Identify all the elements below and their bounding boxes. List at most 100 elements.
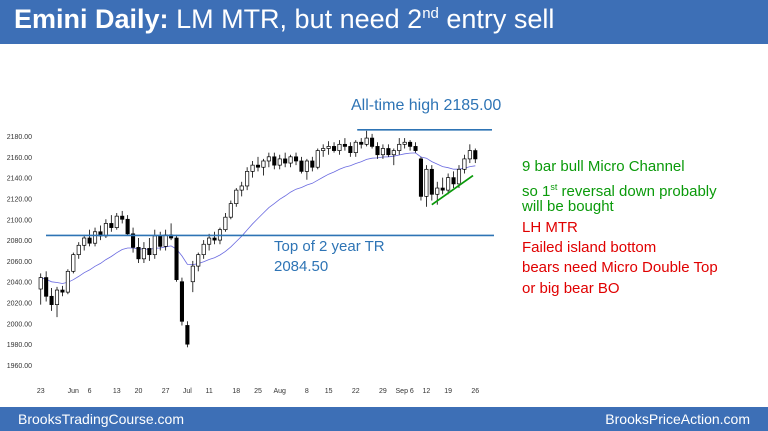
x-tick-label: 6 [88,388,92,395]
bear-candle [408,141,413,147]
bear-candle [429,168,434,195]
bear-candle [283,158,288,164]
bear-candle [120,215,125,220]
bear-candle [342,143,347,147]
footer-left-link[interactable]: BrooksTradingCourse.com [18,411,184,427]
y-tick-label: 1960.00 [7,363,32,370]
note-bought: will be bought [522,198,614,215]
bull-candle [228,203,233,218]
x-tick-label: 20 [135,388,143,395]
bull-candle [114,215,119,228]
bull-candle [380,148,385,156]
x-tick-label: 11 [205,388,212,395]
y-tick-label: 2100.00 [7,217,32,224]
bear-candle [147,248,152,256]
page-title: Emini Daily: LM MTR, but need 2nd entry … [14,4,554,35]
x-tick-label: 22 [352,388,360,395]
note-failed-island: Failed island bottom [522,239,657,256]
bull-candle [266,156,271,162]
bear-candle [185,325,190,345]
bull-candle [467,150,472,160]
bull-candle [435,187,440,195]
x-tick-label: Aug [273,388,286,395]
x-tick-label: 18 [232,388,240,395]
footer-bar: BrooksTradingCourse.com BrooksPriceActio… [0,407,768,431]
bull-candle [397,143,402,151]
bull-candle [337,143,342,151]
bull-candle [364,137,369,145]
bull-candle [71,254,76,272]
x-tick-label: 26 [471,388,479,395]
bull-candle [141,248,146,260]
x-tick-label: 12 [422,388,430,395]
note-reversal-sup: st [550,182,558,192]
x-tick-label: 25 [254,388,262,395]
bull-candle [456,168,462,185]
bull-candle [207,237,212,245]
y-tick-label: 2180.00 [7,134,32,141]
bull-candle [304,160,309,172]
bull-candle [38,277,43,290]
bull-candle [261,160,266,168]
title-end: entry sell [446,4,555,34]
bull-candle [326,146,331,149]
bull-candle [391,150,396,156]
bull-candle [353,141,358,154]
bear-candle [131,233,136,248]
x-tick-label: 13 [113,388,121,395]
ema-line [40,152,476,284]
bull-candle [196,254,201,267]
x-tick-label: Jun [68,388,79,395]
bear-candle [212,237,217,241]
bear-candle [332,146,337,151]
bear-candle [310,160,315,168]
title-bar: Emini Daily: LM MTR, but need 2nd entry … [0,0,768,44]
title-main: LM MTR, but need 2 [176,4,423,34]
bear-candle [125,218,130,235]
bear-candle [299,160,304,172]
bull-candle [245,171,250,187]
price-chart: 1960.00 1980.00 2000.00 2020.00 2040.00 2060.… [7,128,494,395]
bull-candle [152,235,157,256]
bull-candle [462,158,467,170]
note-reversal: so 1st reversal down probably [522,177,717,202]
bear-candle [255,164,261,168]
bear-candle [413,146,418,151]
bear-candle [293,156,299,162]
y-tick-label: 2140.00 [7,176,32,183]
note-micro-channel: 9 bar bull Micro Channel [522,158,685,175]
x-tick-label: 27 [162,388,170,395]
bear-candle [179,281,184,322]
note-reversal-b: reversal down probably [557,183,717,200]
bear-candle [136,247,141,260]
bull-candle [54,289,60,305]
y-tick-label: 2080.00 [7,238,32,245]
footer-right-link[interactable]: BrooksPriceAction.com [605,411,750,427]
bear-candle [418,158,423,197]
bull-candle [321,148,326,151]
x-tick-label: Jul [183,388,192,395]
bull-candle [446,177,451,191]
bull-candle [163,234,168,247]
micro-channel-trendline [431,174,474,206]
bull-candle [201,243,206,256]
all-time-high-label: All-time high 2185.00 [351,97,502,114]
y-tick-label: 2000.00 [7,321,32,328]
bear-candle [60,289,65,293]
y-tick-label: 2120.00 [7,196,32,203]
bull-candle [239,185,244,191]
tr-top-label-1: Top of 2 year TR [274,238,385,255]
x-tick-label: 19 [444,388,452,395]
title-superscript: nd [422,5,439,22]
bull-candle [223,216,228,231]
bull-candle [250,164,255,172]
bear-candle [386,148,391,156]
bear-candle [44,277,49,297]
bull-candle [190,265,195,283]
x-tick-label: 8 [305,388,309,395]
bear-candle [451,177,456,185]
tr-top-label-2: 2084.50 [274,258,329,275]
bear-candle [109,223,114,228]
x-tick-label: 15 [325,388,333,395]
bear-candle [348,146,353,154]
